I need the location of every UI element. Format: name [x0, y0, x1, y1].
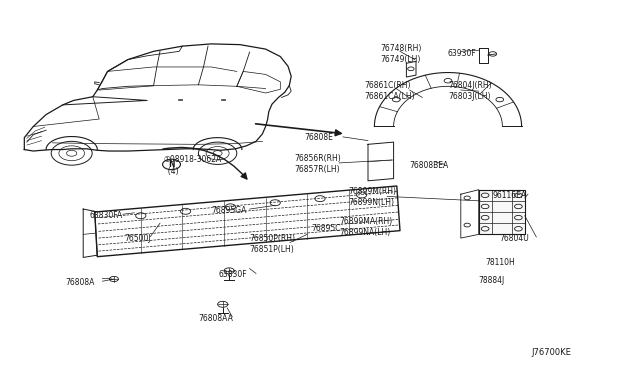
Text: 76895C: 76895C [312, 224, 341, 233]
Circle shape [51, 141, 92, 165]
Circle shape [163, 159, 180, 170]
Text: 63830F: 63830F [219, 270, 248, 279]
Text: 76899MA(RH)
76899NA(LH): 76899MA(RH) 76899NA(LH) [339, 217, 392, 237]
Text: 96116EA: 96116EA [493, 191, 527, 200]
Text: 76850P(RH)
76851P(LH): 76850P(RH) 76851P(LH) [250, 234, 296, 254]
Text: 76808BEA: 76808BEA [410, 161, 449, 170]
Text: 76895GA: 76895GA [211, 206, 246, 215]
Circle shape [198, 142, 237, 164]
Text: 63930F: 63930F [448, 49, 477, 58]
Text: 76808E: 76808E [304, 133, 333, 142]
Text: 76804U: 76804U [499, 234, 529, 243]
Text: 76899M(RH)
76899N(LH): 76899M(RH) 76899N(LH) [349, 187, 397, 207]
Polygon shape [479, 190, 525, 234]
Text: N: N [168, 160, 175, 169]
Text: 78884J: 78884J [479, 276, 505, 285]
Text: ①08918-3062A
  (4): ①08918-3062A (4) [163, 155, 221, 176]
Text: 76861C(RH)
76861CA(LH): 76861C(RH) 76861CA(LH) [365, 81, 415, 101]
Text: 63830FA: 63830FA [90, 211, 123, 220]
Text: 76808AA: 76808AA [198, 314, 233, 323]
Text: 76748(RH)
76749(LH): 76748(RH) 76749(LH) [381, 44, 422, 64]
Text: 76804J(RH)
76803J(LH): 76804J(RH) 76803J(LH) [448, 81, 492, 101]
Text: 76808A: 76808A [65, 278, 95, 287]
Text: 76500J: 76500J [125, 234, 152, 243]
Text: J76700KE: J76700KE [531, 348, 571, 357]
Text: 78110H: 78110H [485, 258, 515, 267]
Text: 76856R(RH)
76857R(LH): 76856R(RH) 76857R(LH) [294, 154, 341, 174]
